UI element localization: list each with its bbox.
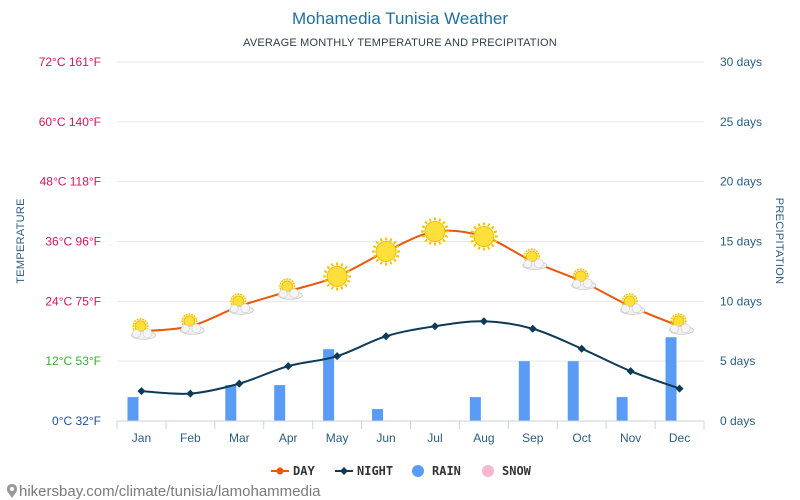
night-point-aug xyxy=(479,317,488,326)
night-series xyxy=(137,317,684,398)
temperature-tick-label: 24°C 75°F xyxy=(45,294,101,308)
precipitation-tick-label: 20 days xyxy=(720,175,762,189)
night-point-apr xyxy=(284,362,293,371)
legend-item-rain[interactable]: RAIN xyxy=(412,464,461,478)
temperature-tick-label: 12°C 53°F xyxy=(45,354,101,368)
legend: DAY NIGHT RAIN SNOW xyxy=(271,464,532,478)
month-label-aug: Aug xyxy=(473,431,494,445)
location-pin-icon xyxy=(6,484,18,498)
night-point-mar xyxy=(235,379,244,388)
precipitation-axis-title: PRECIPITATION xyxy=(773,198,785,285)
partly-cloudy-icon-feb xyxy=(179,313,205,335)
precipitation-tick-label: 25 days xyxy=(720,115,762,129)
precipitation-tick-label: 10 days xyxy=(720,294,762,308)
chart-title: Mohamedia Tunisia Weather xyxy=(292,9,508,28)
sun-icon-jul xyxy=(420,217,449,246)
legend-label-day: DAY xyxy=(293,464,315,478)
month-label-may: May xyxy=(326,431,349,445)
partly-cloudy-icon-oct xyxy=(571,268,597,290)
rain-bar-jun xyxy=(372,409,384,421)
precipitation-tick-label: 30 days xyxy=(720,55,762,69)
month-label-dec: Dec xyxy=(669,431,690,445)
legend-label-snow: SNOW xyxy=(502,464,532,478)
rain-bar-aug xyxy=(469,397,481,421)
night-point-dec xyxy=(675,384,684,393)
rain-bar-apr xyxy=(274,385,286,421)
temperature-tick-label: 60°C 140°F xyxy=(39,115,101,129)
precipitation-tick-label: 5 days xyxy=(720,354,755,368)
legend-label-rain: RAIN xyxy=(432,464,461,478)
month-label-jun: Jun xyxy=(376,431,395,445)
partly-cloudy-icon-mar xyxy=(228,293,254,315)
night-point-nov xyxy=(626,367,635,376)
month-label-jul: Jul xyxy=(427,431,442,445)
night-point-may xyxy=(333,352,342,361)
grid-lines xyxy=(117,61,704,362)
rain-bar-dec xyxy=(665,337,677,421)
precipitation-axis-ticks: 0 days 5 days 10 days 15 days 20 days 25 days… xyxy=(720,55,762,428)
night-point-jan xyxy=(137,387,146,396)
month-label-nov: Nov xyxy=(620,431,641,445)
temperature-axis-title: TEMPERATURE xyxy=(15,198,27,284)
night-point-jul xyxy=(430,322,439,331)
partly-cloudy-icon-apr xyxy=(277,278,303,300)
month-label-oct: Oct xyxy=(572,431,591,445)
rain-bar-nov xyxy=(616,397,628,421)
month-label-mar: Mar xyxy=(229,431,250,445)
night-point-feb xyxy=(186,389,195,398)
sun-icon-may xyxy=(323,262,352,291)
temperature-axis-ticks: 0°C 32°F 12°C 53°F 24°C 75°F 36°C 96°F 48°C … xyxy=(39,55,101,428)
rain-bar-mar xyxy=(225,385,237,421)
temperature-tick-label: 0°C 32°F xyxy=(52,414,101,428)
day-line xyxy=(141,229,680,333)
temperature-tick-label: 72°C 161°F xyxy=(39,55,101,69)
rain-bar-jan xyxy=(127,397,139,421)
weather-icons xyxy=(131,217,694,340)
night-point-oct xyxy=(577,344,586,353)
month-label-apr: Apr xyxy=(279,431,298,445)
legend-item-snow[interactable]: SNOW xyxy=(482,464,532,478)
sun-icon-jun xyxy=(372,237,401,266)
night-line xyxy=(141,320,680,395)
x-axis: Jan Feb Mar Apr May Jun Jul Aug Sep Oct Nov Dec xyxy=(116,420,705,445)
partly-cloudy-icon-jan xyxy=(131,318,156,340)
legend-item-day[interactable]: DAY xyxy=(271,464,315,478)
month-label-sep: Sep xyxy=(522,431,544,445)
source-url: hikersbay.com/climate/tunisia/lamohammed… xyxy=(19,483,321,500)
rain-bar-sep xyxy=(518,361,530,421)
chart-subtitle: AVERAGE MONTHLY TEMPERATURE AND PRECIPIT… xyxy=(243,37,557,49)
partly-cloudy-icon-sep xyxy=(522,248,548,270)
source-link[interactable]: hikersbay.com/climate/tunisia/lamohammed… xyxy=(6,483,321,500)
legend-label-night: NIGHT xyxy=(357,464,393,478)
night-point-sep xyxy=(528,324,537,333)
rain-bar-may xyxy=(323,349,335,421)
precipitation-tick-label: 15 days xyxy=(720,235,762,249)
month-label-feb: Feb xyxy=(180,431,201,445)
precipitation-tick-label: 0 days xyxy=(720,414,755,428)
night-point-jun xyxy=(382,332,391,341)
month-label-jan: Jan xyxy=(132,431,151,445)
temperature-tick-label: 48°C 118°F xyxy=(40,175,101,189)
rain-bar-oct xyxy=(567,361,579,421)
day-series xyxy=(138,228,683,335)
partly-cloudy-icon-dec xyxy=(669,313,694,335)
sun-icon-aug xyxy=(469,222,498,251)
temperature-tick-label: 36°C 96°F xyxy=(45,235,101,249)
partly-cloudy-icon-nov xyxy=(620,293,646,315)
rain-bars xyxy=(127,337,677,421)
legend-item-night[interactable]: NIGHT xyxy=(335,464,393,478)
